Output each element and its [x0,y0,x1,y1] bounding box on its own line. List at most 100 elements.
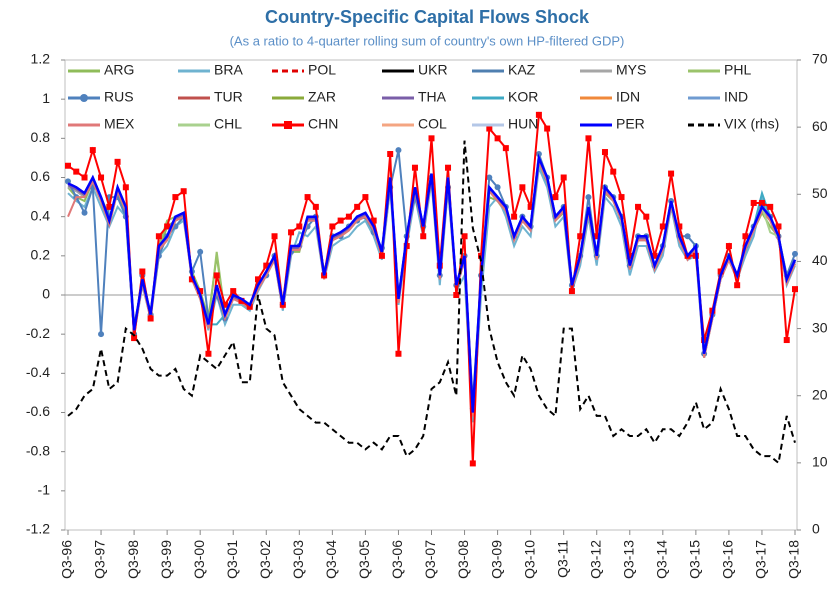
x-tick-label: Q3-11 [554,540,570,578]
point [792,250,798,257]
y2-tick-label: 0 [812,521,820,537]
legend-label: KAZ [508,62,536,78]
point [445,164,452,171]
series-line [67,111,796,464]
point [255,276,262,283]
point [180,188,187,195]
y2-tick-label: 40 [812,252,828,268]
point [535,111,542,118]
point [535,151,542,157]
point [593,233,600,240]
x-tick-label: Q3-10 [521,540,537,579]
point [65,162,71,169]
y2-tick-label: 70 [812,51,828,67]
point [246,303,253,310]
point [139,268,146,275]
point [725,243,732,250]
legend-marker [284,121,292,129]
point [271,233,278,240]
point [296,223,303,230]
point [329,223,336,230]
y2-tick-label: 50 [812,185,828,201]
plot-area [65,111,798,467]
point [610,168,617,175]
point [387,151,394,157]
point [742,233,749,240]
point [494,135,501,142]
x-tick-label: Q3-06 [389,540,405,579]
legend: ARG BRA POL UKR KAZ MYS PHL RUS TUR ZAR THA KOR IDN I… [68,62,779,132]
point [131,335,138,342]
point [147,315,154,322]
point [618,194,625,201]
point [461,233,468,240]
y-tick-label: -1.2 [26,521,50,537]
point [172,194,179,201]
point [519,184,526,191]
x-tick-label: Q3-98 [125,540,141,579]
point [758,199,765,206]
series-line [67,162,796,403]
point [81,174,88,181]
x-tick-label: Q3-96 [59,540,75,579]
x-tick-label: Q3-02 [257,540,273,579]
y2-tick-label: 30 [812,319,828,335]
legend-label: IND [724,89,748,105]
x-tick-label: Q3-09 [488,540,504,579]
point [601,149,608,156]
legend-label: COL [418,116,447,132]
y-tick-label: 1.2 [31,51,51,67]
point [659,223,666,230]
point [486,125,493,132]
point [312,203,319,210]
x-tick-label: Q3-97 [92,540,108,579]
point [411,164,418,171]
y-tick-label: -0.8 [26,442,50,458]
point [106,203,113,210]
point [395,147,402,154]
point [486,174,493,181]
point [527,203,534,210]
y-tick-label: 0.6 [31,168,51,184]
point [395,350,402,357]
point [304,194,311,201]
legend-label: PHL [724,62,751,78]
point [717,268,724,275]
legend-label: THA [418,89,447,105]
x-tick-label: Q3-99 [158,540,174,579]
chart-subtitle: (As a ratio to 4-quarter rolling sum of … [230,33,625,48]
x-tick-label: Q3-12 [587,540,603,579]
y-tick-label: 0.4 [31,207,51,223]
point [122,184,129,191]
legend-label: KOR [508,89,538,105]
point [114,158,121,165]
legend-label: IDN [616,89,640,105]
legend-label: CHN [308,116,338,132]
point [89,147,96,154]
point [668,170,675,177]
legend-label: CHL [214,116,242,132]
y-tick-label: -0.6 [26,403,50,419]
point [684,233,691,240]
x-tick-label: Q3-15 [687,540,703,579]
point [494,184,501,191]
point [469,460,476,467]
y-tick-label: 0.2 [31,247,51,263]
point [337,217,344,224]
y-tick-label: 0.8 [31,129,51,145]
point [98,174,105,181]
y-tick-label: -0.2 [26,325,50,341]
legend-label: ARG [104,62,134,78]
point [205,350,212,357]
series-line [67,153,797,413]
legend-label: POL [308,62,336,78]
legend-marker [80,94,88,102]
x-tick-label: Q3-18 [786,540,802,579]
legend-label: RUS [104,89,134,105]
point [585,135,592,142]
point [544,125,551,132]
point [453,292,460,298]
point [197,288,204,295]
point [98,331,105,338]
